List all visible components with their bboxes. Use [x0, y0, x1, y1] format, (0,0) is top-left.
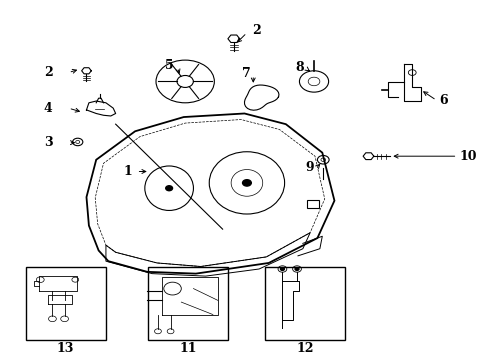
- Text: 2: 2: [252, 24, 261, 37]
- Circle shape: [165, 186, 172, 191]
- Text: 1: 1: [123, 165, 132, 178]
- Text: 7: 7: [241, 67, 250, 80]
- Text: 6: 6: [438, 94, 447, 107]
- Circle shape: [294, 267, 298, 270]
- Text: 11: 11: [179, 342, 197, 355]
- Bar: [26, 267, 106, 340]
- Bar: [264, 267, 345, 340]
- Circle shape: [280, 267, 284, 270]
- Text: 12: 12: [295, 342, 313, 355]
- Circle shape: [242, 180, 251, 186]
- Bar: [148, 267, 228, 340]
- Text: 5: 5: [165, 59, 174, 72]
- Text: 8: 8: [295, 61, 303, 74]
- Bar: [306, 200, 319, 208]
- Text: 10: 10: [458, 150, 476, 163]
- Text: 13: 13: [57, 342, 74, 355]
- Text: 2: 2: [43, 66, 52, 79]
- Text: 4: 4: [43, 102, 52, 114]
- Text: 3: 3: [44, 136, 52, 149]
- Text: 9: 9: [305, 161, 313, 175]
